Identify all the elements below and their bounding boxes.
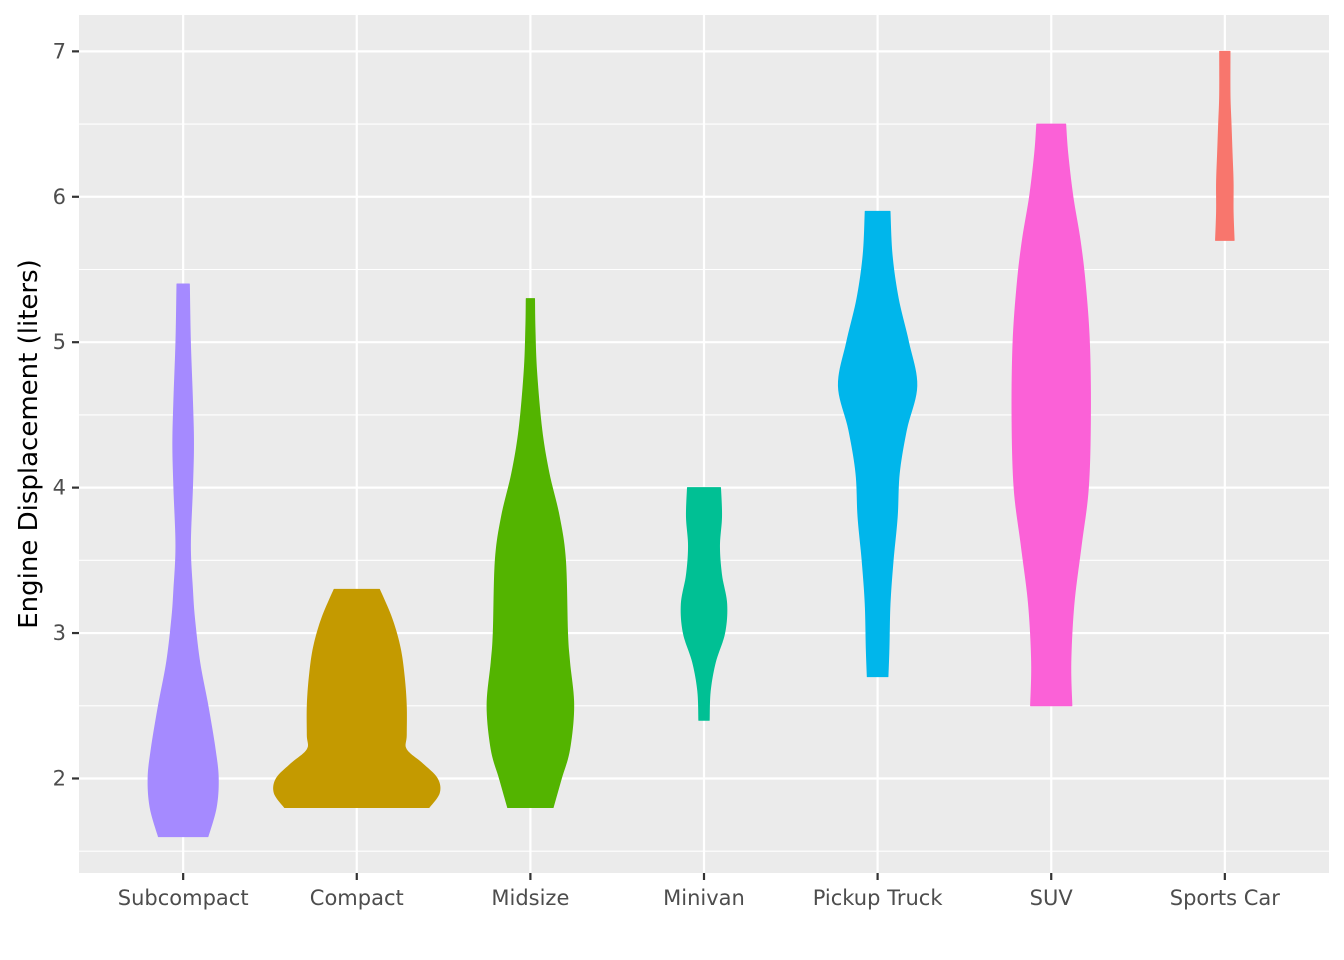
x-tick-label: Minivan <box>663 886 745 910</box>
x-tick-label: Compact <box>310 886 404 910</box>
violin-pickup-truck <box>837 210 918 678</box>
violin-subcompact <box>147 283 219 838</box>
x-tick-label: Pickup Truck <box>813 886 944 910</box>
violin-compact <box>273 588 441 809</box>
violin-midsize <box>486 298 575 809</box>
x-tick-label: Subcompact <box>118 886 249 910</box>
violin-sports-car <box>1215 50 1235 241</box>
y-tick-label: 7 <box>53 39 66 63</box>
y-axis-title: Engine Displacement (liters) <box>14 259 44 629</box>
y-tick-label: 4 <box>53 476 66 500</box>
y-tick-label: 5 <box>53 330 66 354</box>
violin-minivan <box>680 487 728 721</box>
x-tick-label: Midsize <box>491 886 569 910</box>
y-axis: 2 3 4 5 6 7 <box>53 39 79 790</box>
y-tick-label: 6 <box>53 185 66 209</box>
y-tick-label: 2 <box>53 766 66 790</box>
x-tick-label: Sports Car <box>1170 886 1281 910</box>
violins <box>147 50 1235 838</box>
x-tick-label: SUV <box>1030 886 1074 910</box>
x-axis: Subcompact Compact Midsize Minivan Pickup Tr… <box>118 873 1281 910</box>
violin-suv <box>1011 123 1091 707</box>
y-tick-label: 3 <box>53 621 66 645</box>
